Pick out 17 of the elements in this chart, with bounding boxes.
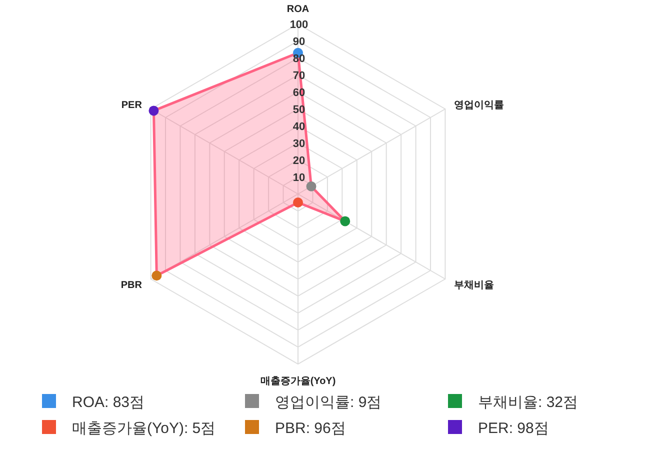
y-tick-label: 20 bbox=[292, 155, 306, 167]
spoke-label: 매출증가율(YoY) bbox=[260, 376, 336, 388]
y-tick-label: 60 bbox=[292, 87, 306, 99]
y-tick-label: 30 bbox=[292, 138, 306, 150]
spoke-label: PBR bbox=[120, 280, 143, 292]
y-tick-label: 100 bbox=[290, 19, 308, 31]
spoke-label: PER bbox=[121, 100, 143, 111]
spoke-label: ROA bbox=[286, 4, 310, 15]
y-tick-label: 80 bbox=[292, 53, 306, 65]
spoke-label: 영업이익률 bbox=[454, 100, 504, 111]
y-tick-label: 70 bbox=[292, 70, 306, 82]
notes: ROA: 83점 영업이익률: 9점 부채비율: 32점 매출증가율(YoY): 5점 PBR: 96점 PER: 98점 bbox=[42, 394, 578, 437]
y-tick-label: 90 bbox=[292, 36, 306, 48]
spoke-label: 부채비율 bbox=[454, 280, 494, 292]
y-tick-label: 50 bbox=[292, 104, 306, 116]
y-tick-label: 40 bbox=[292, 121, 306, 133]
y-tick-label: 10 bbox=[292, 172, 306, 184]
